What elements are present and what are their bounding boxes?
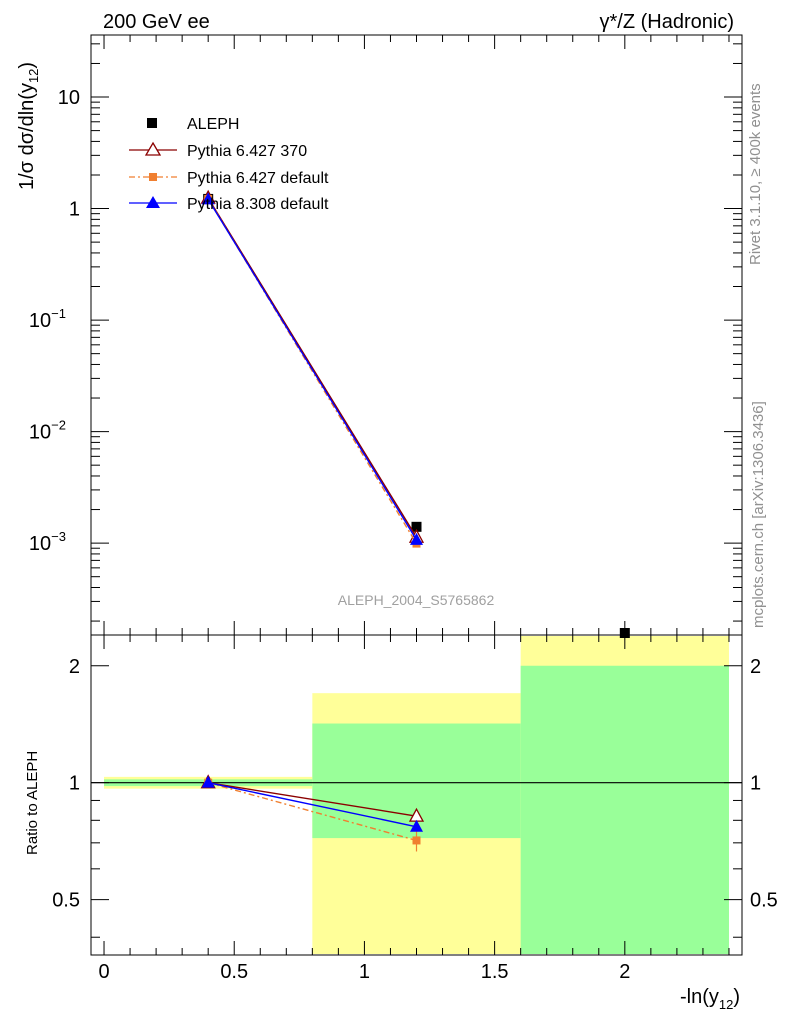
ratio-line-pythia-6-427-370	[208, 781, 417, 817]
point-pythia-8-308-default-1	[410, 532, 423, 545]
header-left: 200 GeV ee	[103, 11, 210, 33]
ytick-label-left: 0.5	[52, 890, 80, 912]
ytick-label-left: 2	[69, 656, 80, 678]
ytick-label-right: 0.5	[750, 890, 778, 912]
analysis-id: ALEPH_2004_S5765862	[338, 592, 495, 608]
ratio-line-pythia-6-427-default	[207, 781, 417, 842]
axis-ticks	[91, 35, 742, 955]
legend-marker-aleph	[147, 118, 157, 128]
ytick-label-right: 2	[750, 656, 761, 678]
ratio-point-pythia-6-427-default-1	[412, 836, 421, 845]
main-lines	[200, 189, 630, 638]
band-inner-2	[520, 665, 729, 954]
ratio-ylabel: Ratio to ALEPH	[24, 751, 41, 855]
ytick-label-right: 1	[750, 773, 761, 795]
ratio-bands	[91, 636, 742, 954]
point-pythia-8-308-default-0	[201, 192, 215, 205]
mcplots-label: mcplots.cern.ch [arXiv:1306.3436]	[750, 401, 767, 628]
xtick-label: 0	[98, 961, 109, 983]
main-ylabel: 1/σ dσ/dln(y12)	[16, 62, 41, 190]
series-line-pythia-6-427-default	[207, 198, 418, 544]
xlabel: -ln(y12)	[680, 986, 740, 1012]
legend-marker-py8-default	[146, 196, 160, 208]
legend-item-aleph: ALEPH	[147, 116, 239, 133]
tick-labels: 0 0.5 1 1.5 2 10 1 10−1 10−2 10−3 2 2 1 1 0.5 0.5	[29, 87, 778, 983]
ratio-point-pythia-8-308-default-1	[410, 819, 423, 832]
legend-item-py6-370: Pythia 6.427 370	[129, 141, 307, 160]
legend-item-py6-default: Pythia 6.427 default	[129, 170, 329, 187]
legend-marker-py6-370	[144, 141, 162, 156]
ytick-label: 10−2	[29, 418, 66, 444]
legend-label: Pythia 6.427 default	[187, 170, 329, 187]
legend-label: ALEPH	[187, 116, 239, 133]
legend: ALEPH Pythia 6.427 370 Pythia 6.427 defa…	[129, 116, 329, 213]
xtick-label: 2	[619, 961, 630, 983]
legend-label: Pythia 8.308 default	[187, 196, 329, 213]
xtick-label: 0.5	[220, 961, 248, 983]
header-right: γ*/Z (Hadronic)	[600, 11, 734, 33]
ratio-lines	[200, 774, 425, 852]
ytick-label: 10−3	[29, 529, 66, 555]
rivet-label: Rivet 3.1.10, ≥ 400k events	[747, 83, 764, 265]
legend-label: Pythia 6.427 370	[187, 143, 307, 160]
legend-marker-py6-default	[149, 173, 157, 181]
legend-item-py8-default: Pythia 8.308 default	[129, 196, 329, 213]
xtick-label: 1.5	[481, 961, 509, 983]
xtick-label: 1	[359, 961, 370, 983]
ratio-line-pythia-8-308-default	[208, 781, 417, 828]
ytick-label: 10	[58, 87, 80, 109]
ytick-label-left: 1	[69, 773, 80, 795]
ytick-label: 10−1	[29, 306, 66, 332]
ytick-label: 1	[69, 199, 80, 221]
ratio-point-pythia-8-308-default-0	[201, 775, 215, 788]
series-line-pythia-6-427-370	[207, 197, 418, 538]
series-line-pythia-8-308-default	[207, 198, 418, 541]
point-aleph-1	[411, 521, 422, 532]
